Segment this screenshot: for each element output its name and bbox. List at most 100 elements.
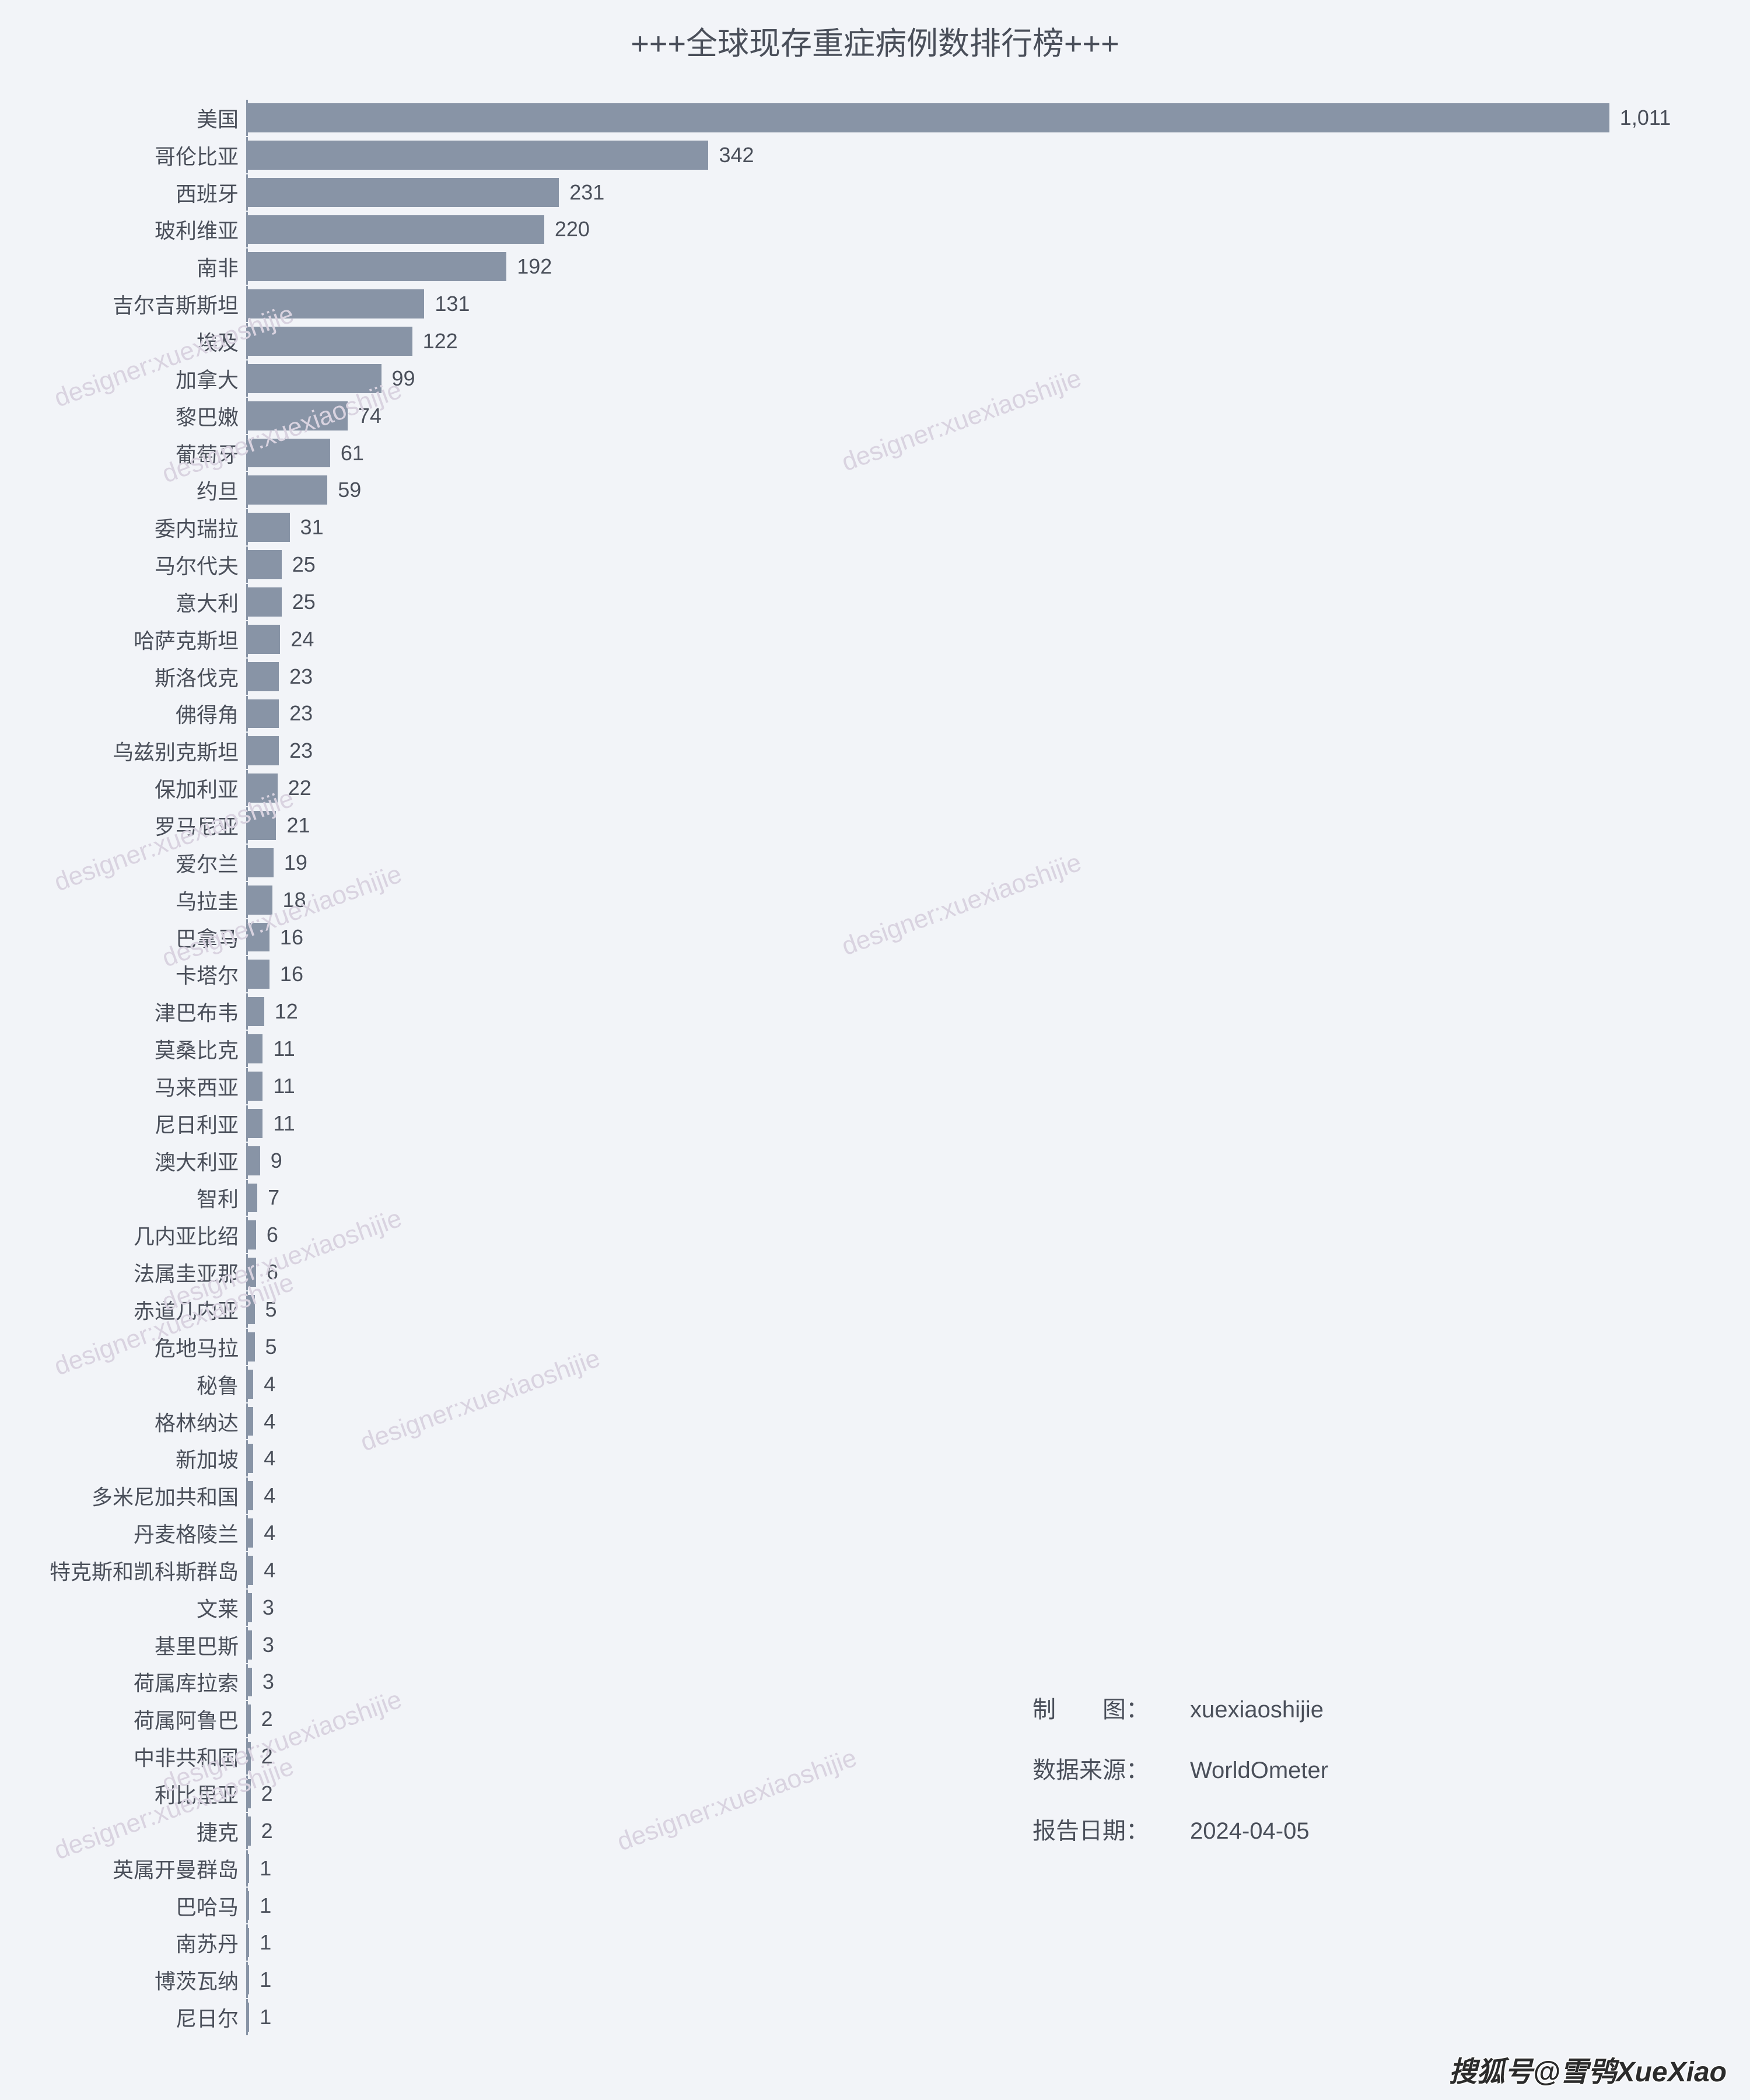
bar [248, 364, 382, 393]
bar-row: 乌兹别克斯坦23 [248, 736, 1689, 765]
bar-value-label: 1 [260, 2005, 271, 2029]
bar-row: 南苏丹1 [248, 1928, 1689, 1957]
bar-value-label: 4 [264, 1372, 275, 1396]
bar [248, 1370, 253, 1399]
bar [248, 141, 708, 170]
bar-category-label: 几内亚比绍 [134, 1220, 239, 1250]
bar [248, 103, 1609, 132]
credits-key: 数据来源： [1032, 1755, 1190, 1786]
bar-category-label: 哈萨克斯坦 [134, 624, 239, 654]
bar [248, 1928, 249, 1957]
bar-value-label: 131 [435, 292, 470, 316]
bar-row: 马尔代夫25 [248, 550, 1689, 579]
bar-row: 荷属阿鲁巴2 [248, 1704, 1689, 1734]
bar-category-label: 尼日利亚 [155, 1108, 239, 1139]
bar-value-label: 1,011 [1620, 106, 1671, 130]
bar-category-label: 法属圭亚那 [134, 1257, 239, 1287]
bar [248, 252, 506, 281]
bar-row: 埃及122 [248, 327, 1689, 356]
bar-row: 哥伦比亚342 [248, 141, 1689, 170]
credits-key: 制 图： [1032, 1695, 1190, 1725]
bar-category-label: 基里巴斯 [155, 1630, 239, 1660]
bar-row: 丹麦格陵兰4 [248, 1518, 1689, 1548]
bar-row: 卡塔尔16 [248, 960, 1689, 989]
bar-value-label: 74 [358, 404, 382, 428]
bar-value-label: 1 [260, 1856, 271, 1881]
bar-category-label: 委内瑞拉 [155, 512, 239, 542]
bar-row: 多米尼加共和国4 [248, 1481, 1689, 1510]
bar-value-label: 192 [517, 254, 552, 279]
bar [248, 327, 412, 356]
bar-row: 美国1,011 [248, 103, 1689, 132]
bar [248, 1854, 249, 1883]
bar [248, 699, 279, 729]
credits-value: xuexiaoshijie [1190, 1695, 1324, 1725]
bar [248, 178, 559, 207]
bar-category-label: 丹麦格陵兰 [134, 1518, 239, 1548]
credits-value: WorldOmeter [1190, 1755, 1328, 1786]
bar [248, 587, 282, 617]
bar-value-label: 61 [341, 441, 364, 466]
bar-row: 马来西亚11 [248, 1072, 1689, 1101]
bar-row: 莫桑比克11 [248, 1034, 1689, 1063]
bar-row: 斯洛伐克23 [248, 662, 1689, 691]
bar [248, 401, 348, 430]
bar-category-label: 格林纳达 [155, 1406, 239, 1437]
bar-row: 澳大利亚9 [248, 1146, 1689, 1175]
bar [248, 1891, 249, 1920]
bar-value-label: 2 [261, 1819, 273, 1843]
bar [248, 1146, 260, 1175]
bar-row: 格林纳达4 [248, 1407, 1689, 1436]
bar-row: 黎巴嫩74 [248, 401, 1689, 430]
bar-value-label: 22 [288, 776, 312, 800]
bar-row: 巴拿马16 [248, 923, 1689, 952]
bar-row: 中非共和国2 [248, 1742, 1689, 1771]
bar [248, 1258, 256, 1287]
bar-row: 赤道几内亚5 [248, 1295, 1689, 1324]
bar-category-label: 南非 [197, 251, 239, 282]
bar-row: 几内亚比绍6 [248, 1220, 1689, 1250]
bar-row: 意大利25 [248, 587, 1689, 617]
bar-value-label: 16 [280, 962, 303, 986]
bar-category-label: 卡塔尔 [176, 959, 239, 989]
bar [248, 886, 272, 915]
bar-value-label: 6 [267, 1223, 278, 1247]
bar [248, 475, 327, 505]
bar-category-label: 新加坡 [176, 1443, 239, 1474]
bar-value-label: 3 [262, 1633, 274, 1657]
bar-category-label: 秘鲁 [197, 1369, 239, 1399]
bar-row: 新加坡4 [248, 1444, 1689, 1473]
bar-category-label: 乌拉圭 [176, 885, 239, 915]
bar-row: 委内瑞拉31 [248, 513, 1689, 542]
bar-value-label: 25 [292, 590, 316, 614]
bar [248, 215, 544, 244]
bar-row: 捷克2 [248, 1817, 1689, 1846]
bar [248, 1742, 251, 1771]
credits-value: 2024-04-05 [1190, 1816, 1310, 1846]
bar-row: 法属圭亚那6 [248, 1258, 1689, 1287]
bar-category-label: 巴哈马 [176, 1891, 239, 1921]
bar-row: 吉尔吉斯斯坦131 [248, 289, 1689, 318]
bar-category-label: 加拿大 [176, 363, 239, 394]
bar-category-label: 马尔代夫 [155, 550, 239, 580]
bar-row: 约旦59 [248, 475, 1689, 505]
bar [248, 1965, 249, 1994]
credits-row: 报告日期：2024-04-05 [1032, 1816, 1328, 1846]
bar-category-label: 美国 [197, 103, 239, 133]
bar-value-label: 3 [262, 1595, 274, 1620]
bar-value-label: 99 [392, 366, 415, 391]
bar-row: 西班牙231 [248, 178, 1689, 207]
bar [248, 848, 274, 877]
bar-category-label: 利比里亚 [155, 1779, 239, 1809]
bar-value-label: 4 [264, 1409, 275, 1434]
bar-row: 玻利维亚220 [248, 215, 1689, 244]
bar-value-label: 23 [289, 664, 313, 689]
bar-row: 危地马拉5 [248, 1332, 1689, 1362]
bar [248, 289, 424, 318]
bar [248, 1184, 257, 1213]
bar-value-label: 6 [267, 1260, 278, 1284]
bar [248, 1668, 252, 1697]
bar [248, 439, 330, 468]
bar [248, 1295, 255, 1324]
bar-value-label: 220 [555, 217, 590, 242]
